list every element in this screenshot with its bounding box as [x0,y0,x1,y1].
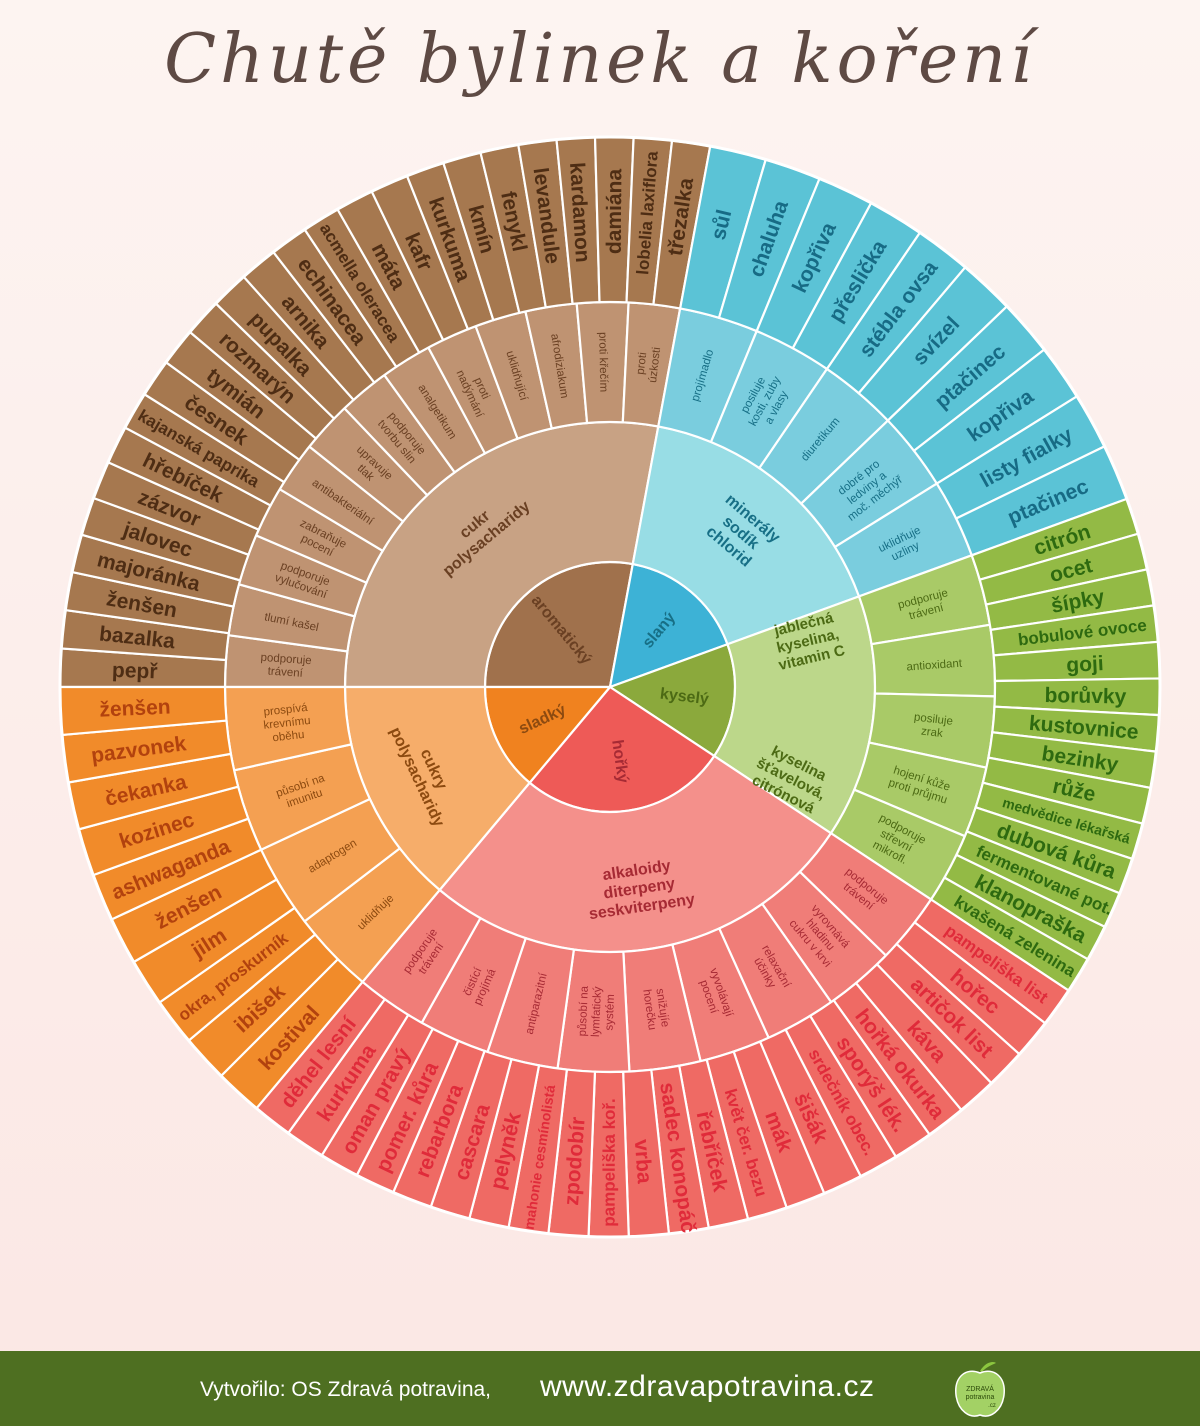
outer-label-line: vrba [630,1138,656,1184]
inner-label-line: zrak [920,726,943,740]
wheel-segments [58,135,1162,1239]
apple-logo-icon: ZDRAVÁ potravina .cz [955,1361,1005,1417]
center-label-line: hořký [608,739,631,785]
inner-label: antioxidant [906,658,963,674]
inner-label: podporujetrávení [259,652,312,681]
center-label: hořký [608,739,631,785]
outer-label-line: damiána [603,169,627,255]
inner-label: prospívákrevnímuoběhu [261,702,312,745]
footer-credit: Vytvořilo: OS Zdravá potravina, [200,1378,492,1401]
outer-label: goji [1066,652,1104,677]
outer-label-line: pampeliška koř. [600,1098,619,1227]
logo-text-2: potravina [966,1394,995,1401]
outer-label: vrba [630,1138,656,1184]
inner-label: snižujíehorečku [640,987,671,1031]
inner-label-line: prospívá [263,702,309,719]
center-label-line: kyselý [659,686,710,709]
outer-label: pampeliška koř. [600,1098,619,1227]
logo-text-1: ZDRAVÁ [966,1384,994,1393]
inner-label-line: úzkosti [647,347,663,384]
inner-label-line: snižujíe [653,988,670,1028]
inner-label-line: posiluje [913,711,953,728]
inner-label-line: systém [603,994,617,1031]
inner-label-line: oběhu [272,729,305,744]
inner-label: protiúzkosti [634,345,663,383]
wheel-outline [58,135,1162,1239]
outer-label: ženšen [99,695,171,721]
inner-label-line: lymfatický [590,986,604,1037]
mid-label: jablečnákyselina,vitamin C [769,608,847,674]
inner-label-line: působí na [577,985,591,1037]
inner-label-line: antioxidant [906,658,963,674]
inner-label-line: horečku [640,989,658,1031]
outer-label-line: ženšen [99,695,171,721]
inner-label: proti křečím [596,332,609,392]
inner-label: posilujezrak [912,711,954,741]
outer-label-line: goji [1066,652,1104,677]
outer-label: pepř [112,659,159,684]
inner-label-line: trávení [267,666,304,680]
footer-url-link[interactable]: www.zdravapotravina.cz [540,1370,875,1403]
inner-label-line: proti křečím [596,332,609,392]
logo-text-3: .cz [988,1403,996,1409]
inner-label-line: podporuje [260,652,312,667]
outer-label: borůvky [1044,684,1126,708]
center-label: kyselý [659,686,710,709]
inner-label: působí nalymfatickýsystém [577,985,618,1038]
outer-label-line: pepř [112,659,159,684]
footer-bar: Vytvořilo: OS Zdravá potravina, www.zdra… [0,1351,1200,1426]
inner-label-line: proti [635,352,650,376]
page-title: Chutě bylinek a koření [164,20,1036,99]
outer-label: damiána [603,169,627,255]
inner-label: posilujekosti, zubya vlasy [735,368,795,434]
inner-label-line: krevnímu [263,715,311,732]
outer-label-line: borůvky [1044,684,1126,708]
